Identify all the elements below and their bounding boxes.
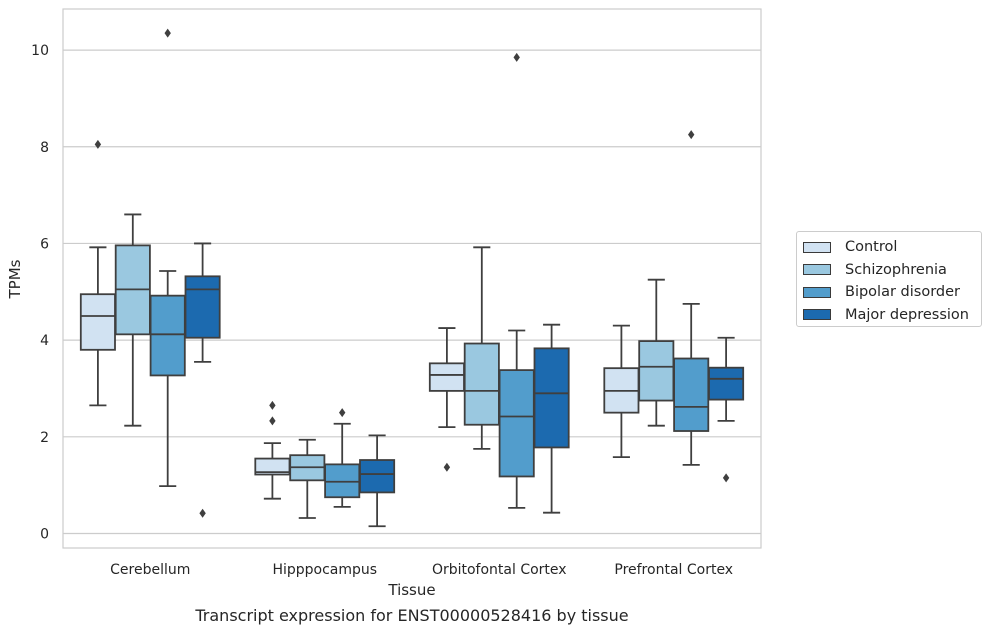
- outlier-point: [269, 416, 276, 426]
- box-bipolar-disorder: [324, 408, 361, 508]
- box-schizophrenia: [638, 278, 675, 427]
- box-body: [149, 294, 186, 377]
- box-bipolar-disorder: [149, 28, 186, 488]
- box-body: [324, 463, 361, 499]
- outlier-point: [199, 508, 206, 518]
- box-schizophrenia: [463, 246, 500, 450]
- box-bipolar-disorder: [673, 130, 710, 466]
- x-tick-label: Hipppocampus: [272, 562, 377, 578]
- legend-swatch: [803, 309, 831, 321]
- legend-item-bipolar-disorder: Bipolar disorder: [803, 281, 981, 304]
- y-tick-label: 10: [31, 43, 49, 59]
- x-tick-label: Prefrontal Cortex: [614, 562, 733, 578]
- y-tick-label: 6: [40, 236, 49, 252]
- y-tick-label: 2: [40, 430, 49, 446]
- box-major-depression: [184, 242, 221, 518]
- x-tick-label: Orbitofontal Cortex: [432, 562, 567, 578]
- box-body: [708, 366, 745, 401]
- box-major-depression: [533, 323, 570, 514]
- legend-item-major-depression: Major depression: [803, 304, 981, 327]
- legend-label: Bipolar disorder: [845, 284, 960, 301]
- outlier-point: [339, 408, 346, 418]
- outlier-point: [443, 462, 451, 472]
- box-body: [428, 362, 465, 392]
- outlier-point: [722, 473, 730, 483]
- box-body: [673, 357, 710, 432]
- y-tick-label: 8: [40, 140, 49, 156]
- y-tick-label: 0: [40, 526, 49, 542]
- chart-caption: Transcript expression for ENST0000052841…: [195, 606, 629, 625]
- y-axis-title: TPMs: [6, 259, 24, 299]
- outlier-point: [688, 130, 695, 140]
- legend-label: Major depression: [845, 306, 969, 323]
- y-tick-labels: 0 2 4 6 8 10: [31, 43, 49, 542]
- x-tick-label: Cerebellum: [110, 562, 190, 578]
- boxes-layer: [79, 28, 745, 528]
- box-body: [79, 293, 116, 351]
- box-body: [498, 369, 535, 478]
- outlier-point: [269, 400, 276, 410]
- y-tick-label: 4: [40, 333, 49, 349]
- legend-item-schizophrenia: Schizophrenia: [803, 259, 981, 282]
- outlier-point: [164, 28, 171, 38]
- legend-label: Schizophrenia: [845, 261, 947, 278]
- plot-area-frame: [62, 8, 762, 549]
- legend-swatch: [803, 286, 831, 298]
- legend-label: Control: [845, 239, 898, 256]
- box-body: [463, 342, 500, 426]
- legend-item-control: Control: [803, 236, 981, 259]
- legend: Control Schizophrenia Bipolar disorder M…: [796, 231, 982, 327]
- box-body: [533, 347, 570, 449]
- box-control: [79, 139, 116, 407]
- plot-area-background: [63, 9, 761, 548]
- x-axis-title: Tissue: [387, 581, 435, 599]
- box-major-depression: [708, 336, 745, 483]
- box-body: [184, 275, 221, 339]
- box-body: [638, 340, 675, 402]
- legend-swatch: [803, 264, 831, 276]
- box-bipolar-disorder: [498, 52, 535, 509]
- box-body: [359, 459, 396, 494]
- box-schizophrenia: [114, 213, 151, 427]
- x-tick-labels: Cerebellum Hipppocampus Orbitofontal Corte…: [110, 562, 733, 578]
- outlier-point: [513, 52, 520, 62]
- legend-swatch: [803, 241, 831, 253]
- box-control: [428, 327, 465, 472]
- box-control: [603, 324, 640, 459]
- box-major-depression: [359, 434, 396, 528]
- outlier-point: [94, 139, 102, 149]
